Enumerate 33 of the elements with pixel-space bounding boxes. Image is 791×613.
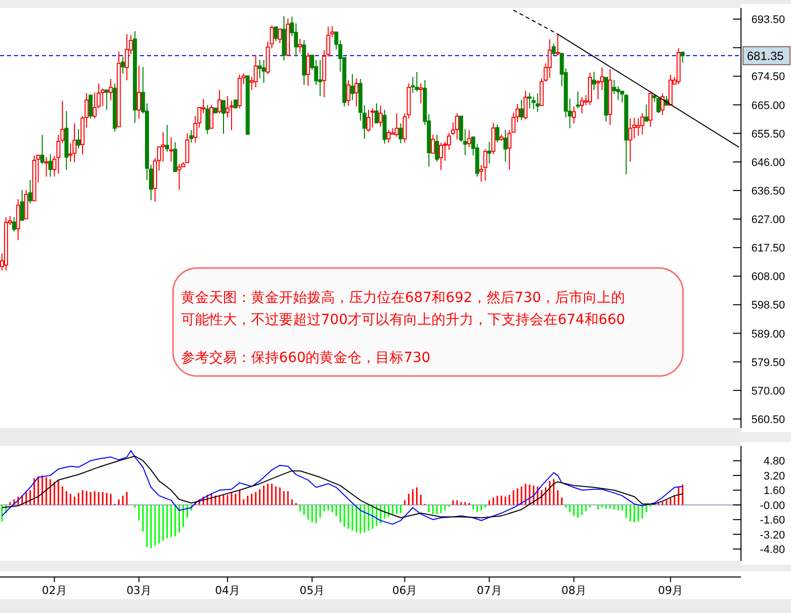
ref-line-label: 681.35 xyxy=(747,49,784,64)
y-tick-label: -0.00 xyxy=(760,500,785,512)
y-tick-label: 693.50 xyxy=(751,14,785,26)
y-tick-label: 4.80 xyxy=(764,456,785,468)
y-tick-label: 608.00 xyxy=(751,271,785,284)
y-tick-label: 570.00 xyxy=(751,385,785,398)
y-tick-label: 655.50 xyxy=(751,128,785,140)
x-tick-label: 03月 xyxy=(126,584,152,597)
y-tick-label: 3.20 xyxy=(764,470,785,482)
y-tick-label: 589.00 xyxy=(751,328,785,340)
y-tick-label: 560.50 xyxy=(751,414,785,426)
y-tick-label: 646.00 xyxy=(751,156,785,169)
y-tick-label: 579.50 xyxy=(751,356,785,369)
y-tick-label: -1.60 xyxy=(760,514,785,527)
y-tick-label: -3.20 xyxy=(760,529,785,542)
y-tick-label: 636.50 xyxy=(751,185,785,198)
x-tick-label: 02月 xyxy=(42,584,67,597)
y-tick-label: 627.00 xyxy=(751,214,785,226)
x-tick-label: 08月 xyxy=(561,584,586,597)
x-tick-label: 06月 xyxy=(392,584,418,597)
y-tick-label: 598.50 xyxy=(751,300,785,312)
x-tick-label: 05月 xyxy=(300,584,325,597)
x-tick-label: 09月 xyxy=(658,584,684,597)
x-tick-label: 04月 xyxy=(215,584,240,597)
annotation: 参考交易：保持660的黄金仓，目标730 xyxy=(181,350,430,366)
y-tick-label: 1.60 xyxy=(764,485,785,498)
annotation: 黄金天图：黄金开始拨高，压力位在687和692，然后730，后市向上的 xyxy=(181,290,626,306)
annotation: 可能性大，不过要超过700才可以有向上的升力，下支持会在674和660 xyxy=(181,312,626,328)
y-tick-label: 665.00 xyxy=(751,100,785,112)
y-tick-label: 674.50 xyxy=(751,71,785,84)
y-tick-label: -4.80 xyxy=(760,544,785,556)
y-tick-label: 617.50 xyxy=(751,242,785,255)
x-tick-label: 07月 xyxy=(476,584,502,597)
